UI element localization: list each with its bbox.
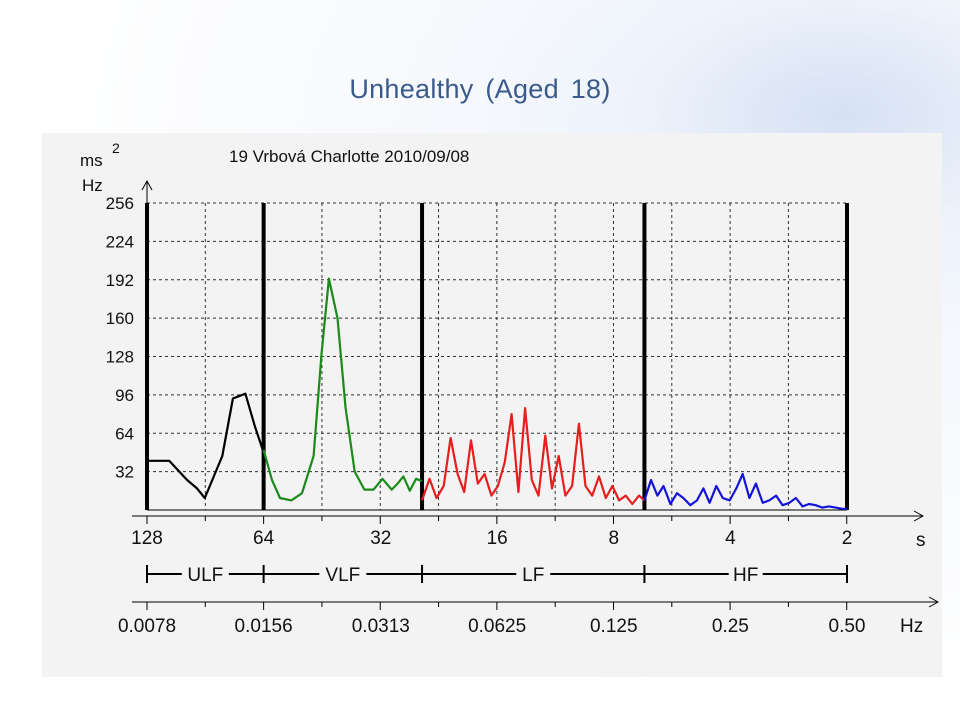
series-line-vlf bbox=[262, 277, 423, 502]
y-tick-label: 96 bbox=[115, 386, 134, 405]
y-tick-label: 128 bbox=[106, 348, 134, 367]
period-axis-arrow bbox=[913, 510, 925, 522]
period-tick-label: 32 bbox=[370, 528, 391, 549]
y-axis-unit-bottom: Hz bbox=[82, 176, 103, 195]
period-tick-label: 16 bbox=[487, 528, 508, 549]
period-tick-label: 64 bbox=[253, 528, 275, 549]
y-axis-unit-exponent: 2 bbox=[112, 140, 120, 156]
band-label-lf: LF bbox=[522, 565, 544, 586]
band-label-bg bbox=[728, 563, 763, 585]
period-tick-label: 4 bbox=[725, 528, 736, 549]
period-tick-label: 8 bbox=[608, 528, 619, 549]
band-label-bg bbox=[516, 563, 551, 585]
frequency-tick-label: 0.25 bbox=[712, 616, 749, 637]
hrv-spectrum-chart: 256 224 192 160 128 96 64 32 128 64 32 16 8 4 2 ULF VLF L… bbox=[80, 140, 940, 637]
frequency-axis-label: Hz bbox=[900, 616, 923, 637]
band-label-vlf: VLF bbox=[325, 565, 360, 586]
series-line-hf bbox=[643, 472, 847, 510]
y-tick-label: 224 bbox=[106, 232, 134, 251]
frequency-axis-arrow bbox=[928, 596, 940, 608]
axis-labels: 256 224 192 160 128 96 64 32 128 64 32 16 8 4 2 ULF VLF L… bbox=[106, 194, 866, 637]
series-lines bbox=[147, 277, 847, 510]
y-tick-label: 32 bbox=[115, 463, 134, 482]
series-line-ulf bbox=[147, 392, 265, 500]
band-label-hf: HF bbox=[733, 565, 758, 586]
band-label-ulf: ULF bbox=[187, 565, 223, 586]
period-tick-label: 2 bbox=[842, 528, 853, 549]
y-tick-label: 192 bbox=[106, 271, 134, 290]
y-axis-unit-top: ms bbox=[80, 151, 103, 170]
band-label-bg bbox=[181, 563, 229, 585]
chart-title: 19 Vrbová Charlotte 2010/09/08 bbox=[229, 147, 469, 166]
slide-title: Unhealthy (Aged 18) bbox=[349, 74, 611, 104]
y-tick-label: 64 bbox=[115, 424, 134, 443]
y-axis-arrow bbox=[141, 179, 153, 191]
frequency-tick-label: 0.0625 bbox=[468, 616, 526, 637]
frequency-tick-label: 0.0156 bbox=[235, 616, 293, 637]
y-tick-label: 256 bbox=[106, 194, 134, 213]
period-axis-label: s bbox=[916, 530, 926, 551]
period-tick-label: 128 bbox=[131, 528, 163, 549]
chart-panel: 256 224 192 160 128 96 64 32 128 64 32 16 8 4 2 ULF VLF L… bbox=[42, 133, 942, 677]
frequency-tick-label: 0.50 bbox=[829, 616, 866, 637]
frequency-tick-label: 0.0078 bbox=[118, 616, 176, 637]
frequency-tick-label: 0.0313 bbox=[352, 616, 410, 637]
grid-lines bbox=[146, 202, 848, 510]
y-tick-label: 160 bbox=[106, 309, 134, 328]
frequency-tick-label: 0.125 bbox=[590, 616, 638, 637]
series-line-lf bbox=[420, 407, 646, 506]
band-label-bg bbox=[319, 563, 367, 585]
